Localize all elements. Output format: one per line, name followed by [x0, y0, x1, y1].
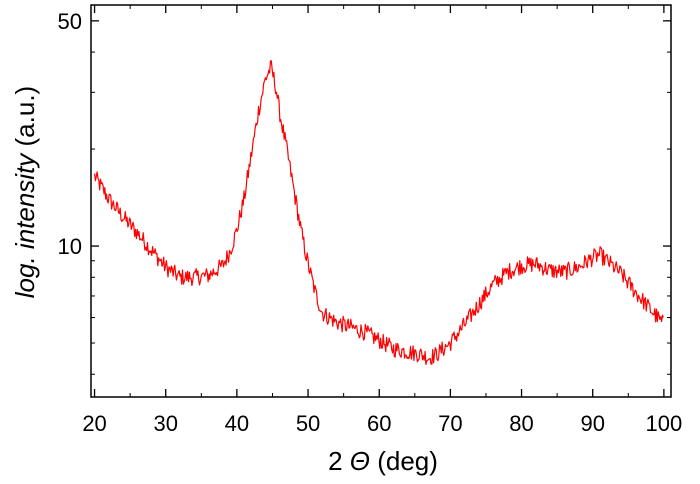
series-line — [94, 60, 664, 366]
x-tick-label: 40 — [225, 411, 249, 436]
y-axis-title: log. intensity (a.u.) — [10, 86, 40, 298]
series-layer — [94, 60, 664, 366]
x-tick-label: 30 — [153, 411, 177, 436]
x-axis-title-prefix: 2 — [328, 446, 350, 476]
y-axis-ticks: 10 50 — [58, 9, 671, 375]
plot-frame — [90, 4, 672, 398]
x-tick-label: 20 — [82, 411, 106, 436]
y-axis-title-prefix: log. intensity — [10, 152, 40, 299]
x-axis-title-suffix: (deg) — [370, 446, 438, 476]
x-axis-ticks: 20 30 40 50 60 70 80 90 100 — [82, 5, 682, 436]
x-tick-label: 70 — [438, 411, 462, 436]
x-axis-title-symbol: Θ — [350, 446, 370, 476]
y-tick-label: 50 — [58, 9, 82, 34]
x-axis-title: 2 Θ (deg) — [328, 446, 438, 476]
x-tick-label: 80 — [509, 411, 533, 436]
y-axis-title-suffix: (a.u.) — [10, 86, 40, 154]
x-tick-label: 60 — [367, 411, 391, 436]
plot-border — [90, 4, 672, 398]
y-tick-label: 10 — [58, 234, 82, 259]
x-tick-label: 90 — [580, 411, 604, 436]
x-tick-label: 50 — [296, 411, 320, 436]
x-tick-label: 100 — [646, 411, 683, 436]
